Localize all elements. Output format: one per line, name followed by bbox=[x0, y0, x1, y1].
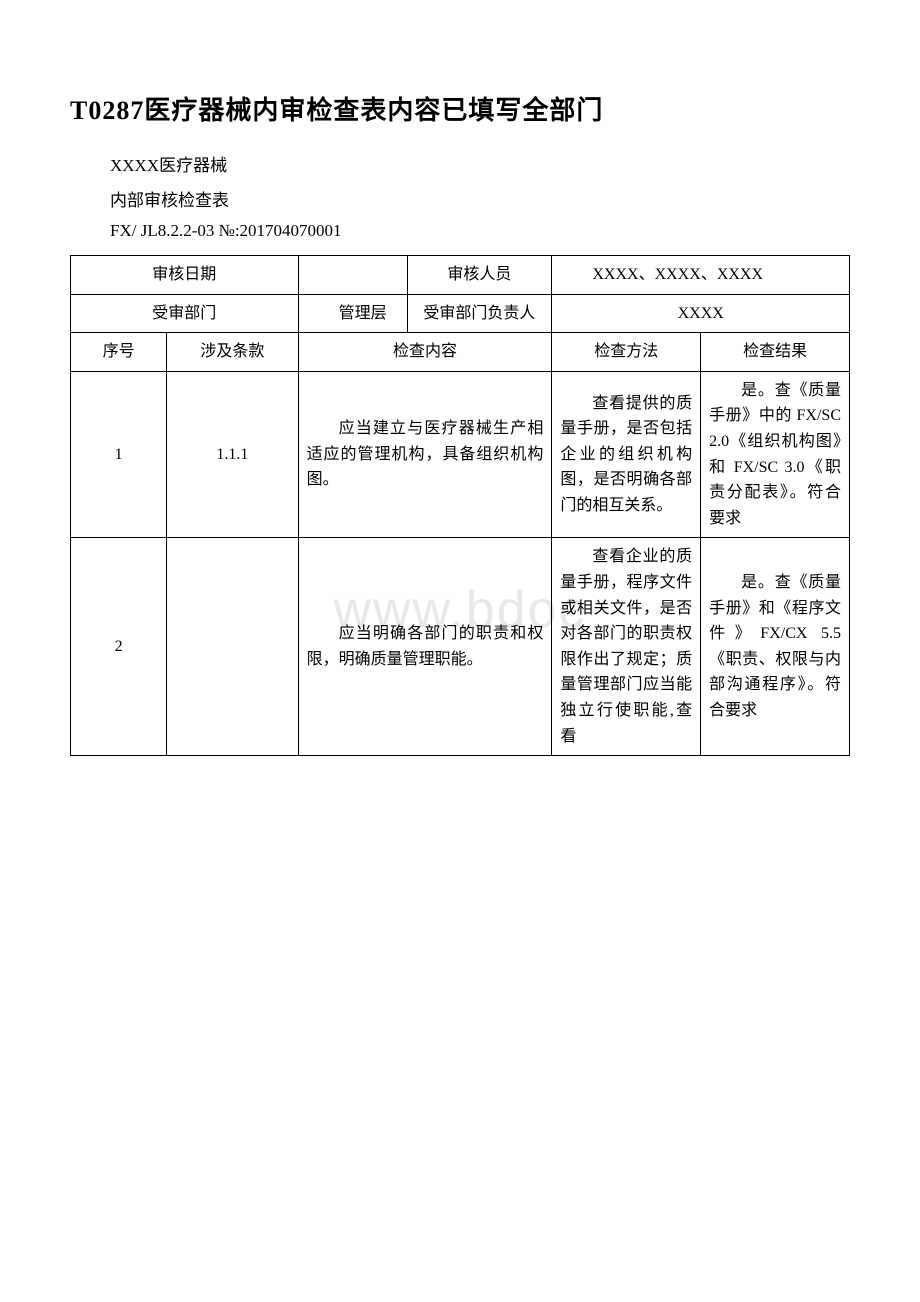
audit-date-label: 审核日期 bbox=[71, 256, 299, 295]
header-row-1: 审核日期 审核人员 XXXX、XXXX、XXXX bbox=[71, 256, 850, 295]
row-result: 是。查《质量手册》中的 FX/SC 2.0《组织机构图》和 FX/SC 3.0《… bbox=[701, 371, 850, 538]
audit-date-value bbox=[298, 256, 407, 295]
doc-subtitle: 内部审核检查表 bbox=[110, 186, 850, 211]
col-no: 序号 bbox=[71, 333, 167, 372]
col-method: 检查方法 bbox=[552, 333, 701, 372]
row-clause bbox=[167, 538, 298, 756]
row-clause: 1.1.1 bbox=[167, 371, 298, 538]
header-row-2: 受审部门 管理层 受审部门负责人 XXXX bbox=[71, 294, 850, 333]
auditor-label: 审核人员 bbox=[407, 256, 552, 295]
company-name: XXXX医疗器械 bbox=[110, 151, 850, 176]
column-header-row: 序号 涉及条款 检查内容 检查方法 检查结果 bbox=[71, 333, 850, 372]
audit-table: 审核日期 审核人员 XXXX、XXXX、XXXX 受审部门 管理层 受审部门负责… bbox=[70, 255, 850, 756]
row-method: 查看提供的质量手册，是否包括企业的组织机构图，是否明确各部门的相互关系。 bbox=[552, 371, 701, 538]
dept-head-label: 受审部门负责人 bbox=[407, 294, 552, 333]
auditor-value: XXXX、XXXX、XXXX bbox=[552, 256, 850, 295]
page-title: T0287医疗器械内审检查表内容已填写全部门 bbox=[70, 90, 850, 127]
table-row: 1 1.1.1 应当建立与医疗器械生产相适应的管理机构，具备组织机构图。 查看提… bbox=[71, 371, 850, 538]
dept-head-value: XXXX bbox=[552, 294, 850, 333]
col-result: 检查结果 bbox=[701, 333, 850, 372]
col-clause: 涉及条款 bbox=[167, 333, 298, 372]
row-method: 查看企业的质量手册，程序文件或相关文件，是否对各部门的职责权限作出了规定；质量管… bbox=[552, 538, 701, 756]
row-no: 1 bbox=[71, 371, 167, 538]
dept-label: 受审部门 bbox=[71, 294, 299, 333]
row-content: 应当建立与医疗器械生产相适应的管理机构，具备组织机构图。 bbox=[298, 371, 552, 538]
form-number: FX/ JL8.2.2-03 №:201704070001 bbox=[110, 221, 850, 241]
dept-value: 管理层 bbox=[298, 294, 407, 333]
row-result: 是。查《质量手册》和《程序文件》FX/CX 5.5《职责、权限与内部沟通程序》。… bbox=[701, 538, 850, 756]
col-content: 检查内容 bbox=[298, 333, 552, 372]
row-no: 2 bbox=[71, 538, 167, 756]
row-content: 应当明确各部门的职责和权限，明确质量管理职能。 bbox=[298, 538, 552, 756]
table-row: 2 应当明确各部门的职责和权限，明确质量管理职能。 查看企业的质量手册，程序文件… bbox=[71, 538, 850, 756]
